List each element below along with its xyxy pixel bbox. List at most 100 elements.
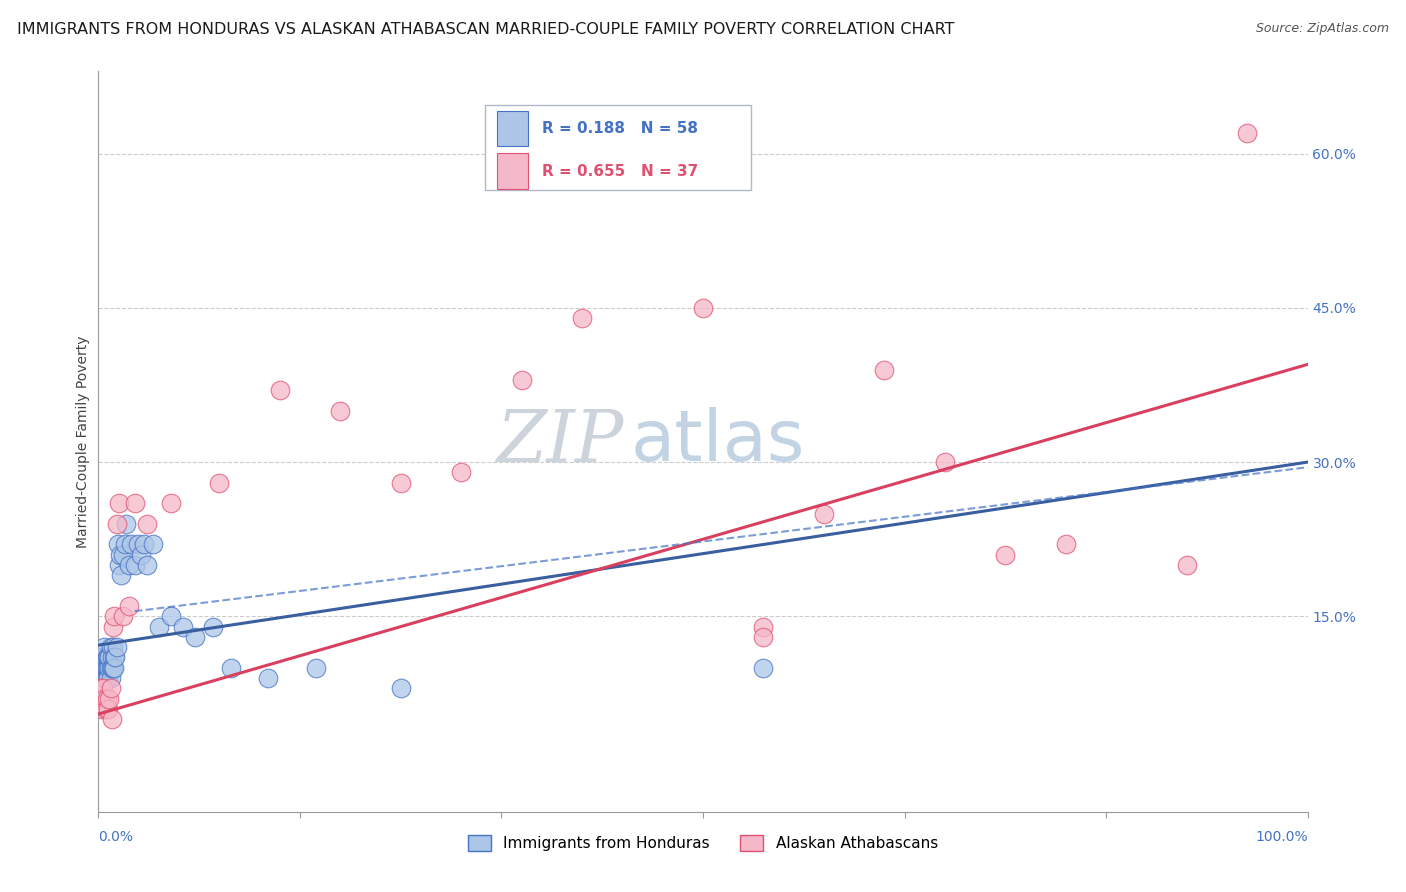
Point <box>752 630 775 644</box>
Point <box>115 516 138 531</box>
Point <box>103 650 125 665</box>
Point <box>90 650 112 665</box>
Point <box>104 650 127 665</box>
Point <box>98 691 121 706</box>
Point <box>135 516 157 531</box>
Point <box>114 537 136 551</box>
Point <box>93 661 115 675</box>
Point <box>184 630 207 644</box>
Point <box>1054 537 1077 551</box>
Point <box>752 661 775 675</box>
Point <box>91 671 114 685</box>
Point <box>873 362 896 376</box>
Text: IMMIGRANTS FROM HONDURAS VS ALASKAN ATHABASCAN MARRIED-COUPLE FAMILY POVERTY COR: IMMIGRANTS FROM HONDURAS VS ALASKAN ATHA… <box>17 22 955 37</box>
Point <box>100 661 122 675</box>
Point <box>1175 558 1198 572</box>
Point <box>97 702 120 716</box>
Point <box>101 620 124 634</box>
Point <box>111 609 134 624</box>
Point <box>269 383 291 397</box>
Point <box>329 403 352 417</box>
Point <box>100 712 122 726</box>
Point <box>90 661 112 675</box>
Point <box>101 661 124 675</box>
Point <box>91 650 114 665</box>
Point <box>108 496 131 510</box>
Point <box>94 661 117 675</box>
Point <box>135 558 157 572</box>
Bar <box>498 153 527 189</box>
Point <box>89 671 111 685</box>
Point <box>118 599 141 613</box>
Point <box>105 640 128 655</box>
Point <box>813 507 835 521</box>
Point <box>107 537 129 551</box>
Point <box>172 620 194 634</box>
Point <box>160 496 183 510</box>
Point <box>120 537 142 551</box>
Point <box>208 475 231 490</box>
Point <box>124 558 146 572</box>
Point <box>103 661 125 675</box>
Legend: Immigrants from Honduras, Alaskan Athabascans: Immigrants from Honduras, Alaskan Athaba… <box>463 830 943 857</box>
Point <box>129 548 152 562</box>
Point <box>97 650 120 665</box>
Point <box>89 661 111 675</box>
Point <box>94 702 117 716</box>
Text: R = 0.655   N = 37: R = 0.655 N = 37 <box>543 163 699 178</box>
Point <box>305 661 328 675</box>
Point <box>91 681 114 696</box>
Point <box>93 650 115 665</box>
Point <box>692 301 714 315</box>
Point <box>105 516 128 531</box>
Point <box>108 548 131 562</box>
Point <box>142 537 165 551</box>
Point <box>100 661 122 675</box>
Point <box>100 671 122 685</box>
Point <box>91 661 114 675</box>
Point <box>571 311 593 326</box>
Point <box>97 671 120 685</box>
Text: 0.0%: 0.0% <box>98 830 134 844</box>
Point <box>91 702 114 716</box>
Point <box>389 681 412 696</box>
Point <box>103 609 125 624</box>
Point <box>96 691 118 706</box>
Point <box>127 537 149 551</box>
Point <box>101 640 124 655</box>
Point <box>93 640 115 655</box>
Point <box>256 671 278 685</box>
Point <box>510 373 533 387</box>
Point <box>934 455 956 469</box>
Point <box>160 609 183 624</box>
Y-axis label: Married-Couple Family Poverty: Married-Couple Family Poverty <box>76 335 90 548</box>
Point <box>90 691 112 706</box>
Point <box>98 661 121 675</box>
Point <box>100 681 122 696</box>
Point <box>111 548 134 562</box>
Point <box>752 620 775 634</box>
Point <box>96 671 118 685</box>
Point <box>450 466 472 480</box>
FancyBboxPatch shape <box>485 104 751 190</box>
Point <box>100 640 122 655</box>
Point <box>96 661 118 675</box>
Point <box>389 475 412 490</box>
Point <box>134 537 156 551</box>
Text: Source: ZipAtlas.com: Source: ZipAtlas.com <box>1256 22 1389 36</box>
Point <box>98 650 121 665</box>
Point <box>96 650 118 665</box>
Point <box>91 661 114 675</box>
Bar <box>498 111 527 146</box>
Point <box>1236 126 1258 140</box>
Point <box>93 691 115 706</box>
Point <box>94 671 117 685</box>
Point <box>108 558 131 572</box>
Text: R = 0.188   N = 58: R = 0.188 N = 58 <box>543 121 699 136</box>
Text: atlas: atlas <box>630 407 804 476</box>
Point <box>118 558 141 572</box>
Point <box>97 661 120 675</box>
Point <box>202 620 225 634</box>
Text: ZIP: ZIP <box>498 406 624 477</box>
Point <box>124 496 146 510</box>
